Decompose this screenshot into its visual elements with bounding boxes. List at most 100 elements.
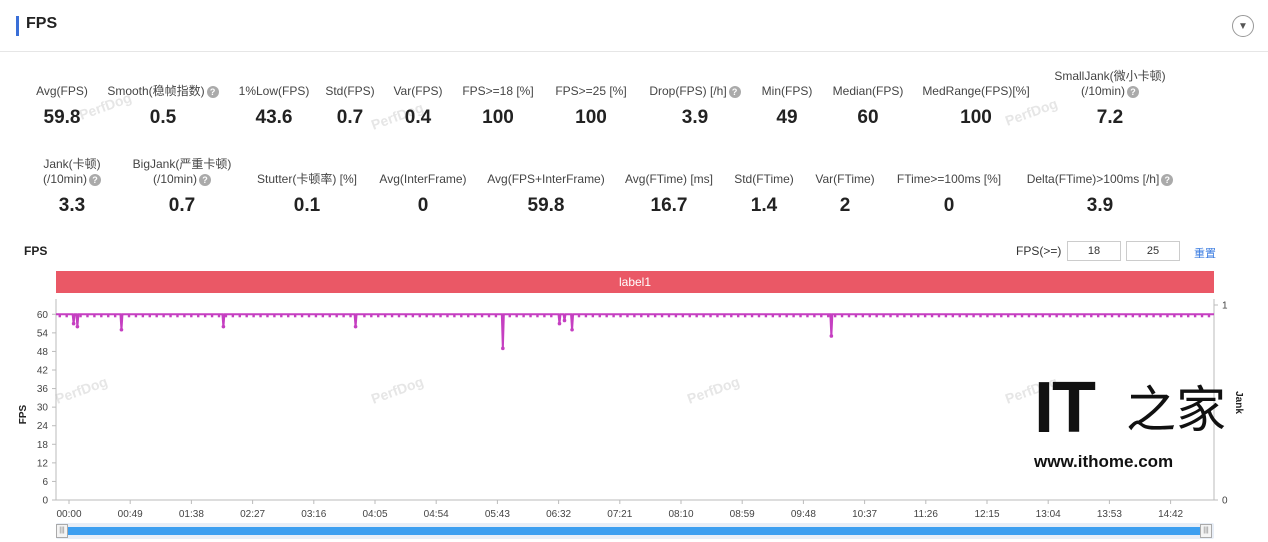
fps-data-point [681, 314, 685, 318]
fps-data-point [695, 314, 698, 318]
fps-data-point [743, 314, 747, 318]
fps-data-point [404, 314, 408, 318]
help-icon[interactable]: ? [199, 173, 211, 186]
fps-data-point [1180, 314, 1183, 318]
fps-data-point [785, 314, 788, 318]
fps-series-line [56, 313, 1214, 349]
fps-data-point [86, 314, 89, 318]
fps-data-point [390, 314, 394, 318]
stat-label-unit: (/10min) [152, 172, 197, 186]
stat-label: Drop(FPS) [/h] [649, 84, 727, 98]
label-bar[interactable]: label1 [56, 271, 1214, 293]
fps-data-point [494, 314, 498, 318]
fps-data-point [127, 314, 131, 318]
fps-data-point [840, 314, 844, 318]
fps-data-point [453, 314, 456, 318]
fps-data-point [349, 314, 352, 318]
fps-data-point [854, 314, 858, 318]
fps-data-point [1055, 314, 1058, 318]
threshold-input-1[interactable] [1067, 241, 1121, 261]
reset-link[interactable]: 重置 [1194, 248, 1216, 260]
fps-data-point [764, 314, 768, 318]
fps-data-point [993, 314, 996, 318]
fps-data-point [827, 314, 830, 318]
help-icon[interactable]: ? [1127, 85, 1139, 98]
fps-data-point [584, 314, 588, 318]
fps-data-point [1166, 314, 1169, 318]
fps-data-point [896, 314, 899, 318]
panel-header: FPS ▼ [0, 0, 1268, 52]
fps-data-point [1097, 314, 1100, 318]
fps-data-point [986, 314, 989, 318]
stat-value: 0.1 [293, 195, 321, 216]
stat-median-fps: Median(FPS) 60 [826, 84, 910, 129]
fps-data-point [328, 314, 331, 318]
help-icon[interactable]: ? [1161, 173, 1174, 186]
fps-data-point [1020, 314, 1024, 318]
x-tick-label: 04:05 [362, 509, 387, 520]
fps-data-point [273, 314, 276, 318]
fps-data-point [833, 314, 837, 318]
fps-data-point [1090, 314, 1093, 318]
fps-data-point [148, 314, 151, 318]
fps-data-point [134, 314, 138, 318]
stat-value: 0.4 [404, 107, 432, 128]
fps-data-point [314, 314, 318, 318]
fps-data-point [480, 314, 484, 318]
fps-data-point [820, 314, 823, 318]
fps-data-point [321, 314, 325, 318]
fps-data-point [418, 314, 421, 318]
fps-data-point [972, 314, 975, 318]
stat-label: FPS>=25 [%] [555, 84, 627, 98]
stat-label: FPS>=18 [%] [462, 84, 534, 98]
fps-data-point [923, 314, 927, 318]
fps-data-point [425, 314, 428, 318]
time-range-scrollbar[interactable]: ||| ||| [56, 523, 1214, 539]
stat-value: 1.4 [750, 195, 778, 216]
logo-it-text: IT [1034, 368, 1096, 448]
collapse-chevron-icon[interactable]: ▼ [1232, 15, 1254, 37]
threshold-input-2[interactable] [1126, 241, 1180, 261]
fps-data-point [550, 314, 553, 318]
x-tick-label: 08:10 [668, 509, 693, 520]
x-tick-label: 11:26 [914, 509, 939, 520]
scrollbar-left-handle[interactable]: ||| [56, 524, 68, 538]
fps-data-point [723, 314, 726, 318]
help-icon[interactable]: ? [89, 173, 101, 186]
stat-min-fps: Min(FPS) 49 [754, 84, 820, 129]
fps-data-point [252, 314, 255, 318]
stat-var-ftime: Var(FTime) 2 [808, 172, 882, 217]
fps-data-point [716, 314, 719, 318]
y-tick-label: 54 [37, 328, 49, 339]
fps-data-point [473, 314, 477, 318]
fps-data-point [245, 314, 248, 318]
help-icon[interactable]: ? [728, 85, 741, 98]
fps-data-point [203, 314, 207, 318]
fps-data-point [1145, 314, 1148, 318]
fps-data-point [169, 314, 172, 318]
scrollbar-right-handle[interactable]: ||| [1200, 524, 1212, 538]
fps-data-point [750, 314, 754, 318]
scrollbar-fill[interactable] [68, 527, 1200, 535]
fps-data-point [335, 314, 338, 318]
x-tick-label: 03:16 [301, 509, 326, 520]
fps-data-point [889, 314, 892, 318]
x-tick-label: 02:27 [240, 509, 265, 520]
fps-data-point [113, 314, 117, 318]
fps-data-point [688, 314, 691, 318]
help-icon[interactable]: ? [206, 85, 219, 98]
fps-dip-point [71, 321, 76, 326]
fps-chart[interactable]: 0 6 12 18 24 30 36 42 48 54 60 0 1 00:00 00:49 01:38 02:… [0, 295, 1268, 521]
stat-value: 7.2 [1096, 107, 1124, 128]
stat-label: FTime>=100ms [%] [896, 172, 1002, 186]
fps-data-point [439, 314, 442, 318]
fps-data-point [626, 314, 629, 318]
stat-label: Std(FTime) [734, 172, 794, 186]
y2-axis-title: Jank [1233, 391, 1244, 414]
fps-data-point [467, 314, 470, 318]
fps-data-point [190, 314, 193, 318]
fps-data-point [937, 314, 941, 318]
stat-stutter: Stutter(卡顿率) [%] 0.1 [248, 172, 366, 217]
fps-data-point [1069, 314, 1072, 318]
fps-dip-point [119, 327, 124, 332]
